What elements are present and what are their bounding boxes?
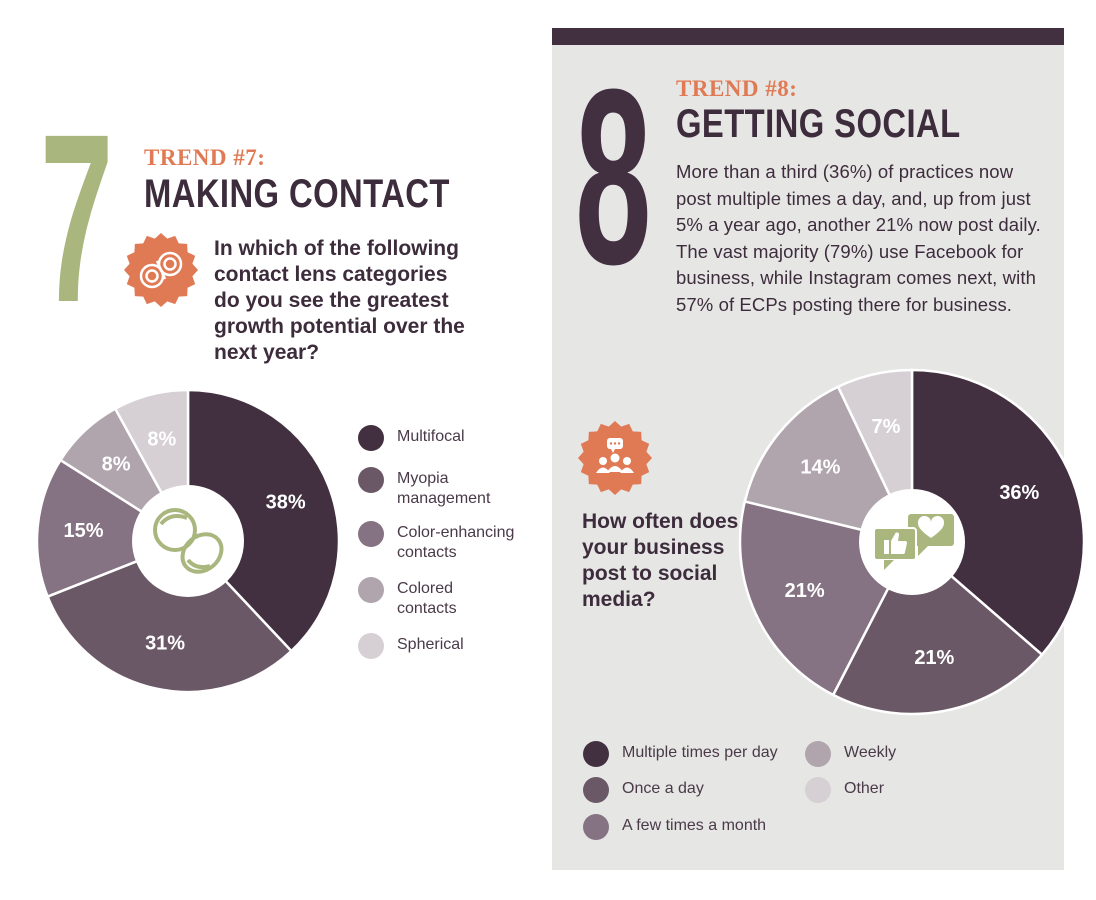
legend-swatch <box>358 633 384 659</box>
legend-label: Color-enhancing contacts <box>397 524 515 561</box>
legend-swatch <box>358 425 384 451</box>
legend-label: Colored contacts <box>397 580 457 617</box>
legend-swatch <box>583 814 609 840</box>
contact-lens-donut-chart: 38% 31% 15% 8% 8% <box>35 388 341 694</box>
contact-lens-case-icon <box>124 233 198 307</box>
trend8-label: TREND #8: <box>676 76 798 101</box>
trend8-question: How often does your business post to soc… <box>582 510 739 611</box>
legend-swatch <box>805 777 831 803</box>
pie-data-label: 31% <box>145 632 185 654</box>
legend-label: Once a day <box>622 780 704 797</box>
pie-data-label: 8% <box>147 428 176 450</box>
legend-label: Multifocal <box>397 428 465 445</box>
trend7-number: 7 <box>40 84 114 352</box>
legend-label: Multiple times per day <box>622 744 778 761</box>
legend-swatch <box>583 741 609 767</box>
pie-slice-multifocal <box>186 388 341 653</box>
pie-data-label: 15% <box>63 520 103 542</box>
pie-slice-once-a-day <box>831 540 1044 716</box>
pie-data-label: 14% <box>800 457 840 479</box>
trend8-body: More than a third (36%) of practices now… <box>676 161 1041 315</box>
trend8-title: GETTING SOCIAL <box>676 102 961 146</box>
trend7-question: In which of the following contact lens c… <box>214 237 465 364</box>
legend-swatch <box>358 577 384 603</box>
pie-slice-weekly <box>743 385 915 544</box>
legend-label: A few times a month <box>622 817 767 834</box>
pie-slice-multiple-times-per-day <box>910 368 1086 657</box>
social-group-chat-icon <box>578 421 652 495</box>
trend7-title: MAKING CONTACT <box>144 172 450 216</box>
pie-slice-myopia-management <box>45 539 294 694</box>
pie-data-label: 38% <box>266 491 306 513</box>
legend-swatch <box>358 521 384 547</box>
legend-label: Other <box>844 780 885 797</box>
trend7-label: TREND #7: <box>144 145 266 170</box>
pie-data-label: 36% <box>999 482 1039 504</box>
pie-data-label: 8% <box>102 453 131 475</box>
pie-slice-color-enhancing-contacts <box>35 458 191 599</box>
panel-top-bar <box>552 28 1064 45</box>
legend-swatch <box>583 777 609 803</box>
social-media-donut-chart: 36% 21% 21% 14% 7% <box>738 368 1086 716</box>
pie-data-label: 21% <box>914 647 954 669</box>
legend-swatch <box>805 741 831 767</box>
pie-data-label: 21% <box>785 580 825 602</box>
like-and-heart-bubbles-icon <box>873 514 954 570</box>
legend-label: Weekly <box>844 744 897 761</box>
legend-label: Myopia management <box>397 470 491 507</box>
pie-data-label: 7% <box>872 416 901 438</box>
legend-swatch <box>358 467 384 493</box>
trend8-number: 8 <box>575 37 652 316</box>
legend-label: Spherical <box>397 636 464 653</box>
contact-lenses-icon <box>153 508 224 574</box>
